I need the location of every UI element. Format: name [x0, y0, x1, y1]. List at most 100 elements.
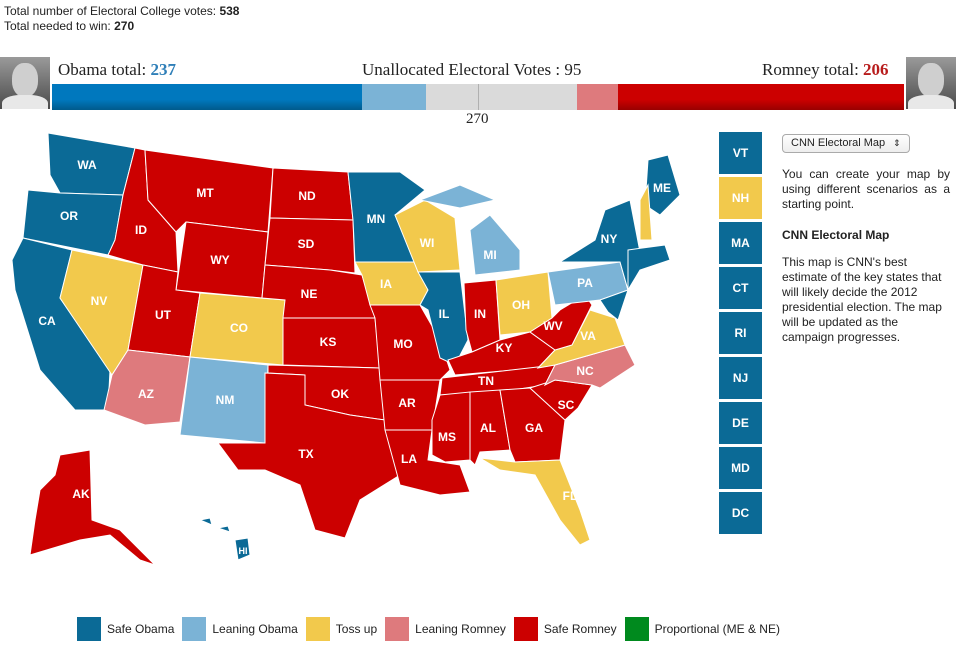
svg-text:TN: TN [478, 374, 494, 388]
romney-total-value: 206 [863, 60, 889, 79]
legend-safe-obama: Safe Obama [77, 617, 174, 641]
state-box-nh[interactable]: NH [719, 177, 762, 219]
state-FL[interactable] [479, 457, 591, 546]
sidebar-intro: You can create your map by using differe… [782, 167, 950, 211]
svg-text:MN: MN [367, 212, 386, 226]
legend-toss-up: Toss up [305, 617, 377, 641]
threshold-marker [478, 84, 479, 110]
sidebar: CNN Electoral Map ⇕ You can create your m… [782, 134, 950, 345]
svg-text:SC: SC [558, 398, 575, 412]
romney-total: Romney total: 206 [762, 60, 889, 79]
svg-text:MI: MI [483, 248, 496, 262]
svg-text:ND: ND [298, 189, 316, 203]
svg-text:PA: PA [577, 276, 593, 290]
svg-text:NM: NM [216, 393, 235, 407]
svg-text:VA: VA [580, 329, 596, 343]
svg-text:FL: FL [563, 489, 578, 503]
svg-text:WA: WA [77, 158, 97, 172]
svg-text:GA: GA [525, 421, 543, 435]
state-NH-map[interactable] [639, 183, 653, 241]
svg-text:WI: WI [420, 236, 435, 250]
state-MI[interactable] [418, 184, 521, 276]
state-labels: WA OR CA NV ID MT WY UT CO AZ NM ND SD NE KS OK TX M… [38, 158, 671, 556]
svg-text:WV: WV [543, 319, 562, 333]
bar-leaning-romney [577, 84, 618, 110]
sidebar-title: CNN Electoral Map [782, 228, 890, 242]
svg-text:NC: NC [576, 364, 594, 378]
vote-totals: Total number of Electoral College votes:… [4, 4, 239, 34]
svg-text:MS: MS [438, 430, 456, 444]
svg-text:NY: NY [601, 232, 618, 246]
svg-text:KS: KS [320, 335, 337, 349]
state-LA[interactable] [384, 429, 471, 496]
threshold-label: 270 [466, 111, 489, 127]
bar-leaning-obama [362, 84, 426, 110]
state-IL[interactable] [417, 271, 469, 366]
legend-safe-romney: Safe Romney [513, 617, 617, 641]
svg-text:AL: AL [480, 421, 496, 435]
total-votes-label: Total number of Electoral College votes: [4, 4, 217, 18]
svg-text:OH: OH [512, 298, 530, 312]
state-box-ri[interactable]: RI [719, 312, 762, 354]
legend-proportional: Proportional (ME & NE) [624, 617, 780, 641]
state-box-md[interactable]: MD [719, 447, 762, 489]
svg-text:LA: LA [401, 452, 417, 466]
svg-text:MT: MT [196, 186, 214, 200]
state-box-ct[interactable]: CT [719, 267, 762, 309]
svg-text:CA: CA [38, 314, 56, 328]
svg-text:NE: NE [301, 287, 318, 301]
total-votes-value: 538 [219, 4, 240, 18]
svg-text:ID: ID [135, 223, 147, 237]
svg-text:AZ: AZ [138, 387, 154, 401]
svg-text:WY: WY [210, 253, 229, 267]
obama-photo [0, 57, 50, 109]
svg-text:IA: IA [380, 277, 392, 291]
unallocated-label: Unallocated Electoral Votes : 95 [362, 60, 582, 79]
small-states-column: VT NH MA CT RI NJ DE MD DC [719, 132, 762, 537]
state-AK[interactable] [29, 449, 156, 566]
svg-text:UT: UT [155, 308, 172, 322]
us-electoral-map: WA OR CA NV ID MT WY UT CO AZ NM ND SD NE KS OK TX M… [11, 132, 681, 566]
svg-text:MO: MO [393, 337, 412, 351]
svg-text:NV: NV [91, 294, 108, 308]
legend-leaning-obama: Leaning Obama [182, 617, 298, 641]
needed-label: Total needed to win: [4, 19, 111, 33]
svg-text:ME: ME [653, 181, 671, 195]
state-box-de[interactable]: DE [719, 402, 762, 444]
state-MS[interactable] [431, 391, 471, 463]
svg-text:IN: IN [474, 307, 486, 321]
state-box-nj[interactable]: NJ [719, 357, 762, 399]
svg-text:HI: HI [239, 546, 248, 556]
svg-text:KY: KY [496, 341, 513, 355]
state-box-ma[interactable]: MA [719, 222, 762, 264]
svg-text:OK: OK [331, 387, 349, 401]
bar-safe-obama [52, 84, 362, 110]
electoral-vote-bar [52, 84, 904, 110]
svg-text:TX: TX [298, 447, 313, 461]
state-TX[interactable] [217, 372, 401, 539]
bar-safe-romney [618, 84, 904, 110]
obama-total-value: 237 [150, 60, 177, 79]
legend-leaning-romney: Leaning Romney [385, 617, 506, 641]
svg-text:OR: OR [60, 209, 78, 223]
state-box-vt[interactable]: VT [719, 132, 762, 174]
svg-text:AK: AK [72, 487, 90, 501]
state-WI[interactable] [394, 199, 461, 273]
svg-text:SD: SD [298, 237, 315, 251]
obama-total: Obama total: 237 [58, 60, 177, 79]
state-NE-small[interactable] [599, 244, 671, 321]
select-arrows-icon: ⇕ [893, 138, 901, 148]
state-MO[interactable] [369, 304, 451, 381]
map-scenario-select[interactable]: CNN Electoral Map ⇕ [782, 134, 910, 153]
needed-value: 270 [114, 19, 135, 33]
bar-toss-up [426, 84, 577, 110]
svg-text:AR: AR [398, 396, 416, 410]
map-legend: Safe Obama Leaning Obama Toss up Leaning… [77, 617, 788, 641]
state-box-dc[interactable]: DC [719, 492, 762, 534]
svg-text:CO: CO [230, 321, 248, 335]
sidebar-description: This map is CNN's best estimate of the k… [782, 255, 942, 344]
state-NY[interactable] [558, 199, 641, 292]
state-HI[interactable] [198, 517, 251, 561]
romney-photo [906, 57, 956, 109]
svg-text:IL: IL [439, 307, 450, 321]
